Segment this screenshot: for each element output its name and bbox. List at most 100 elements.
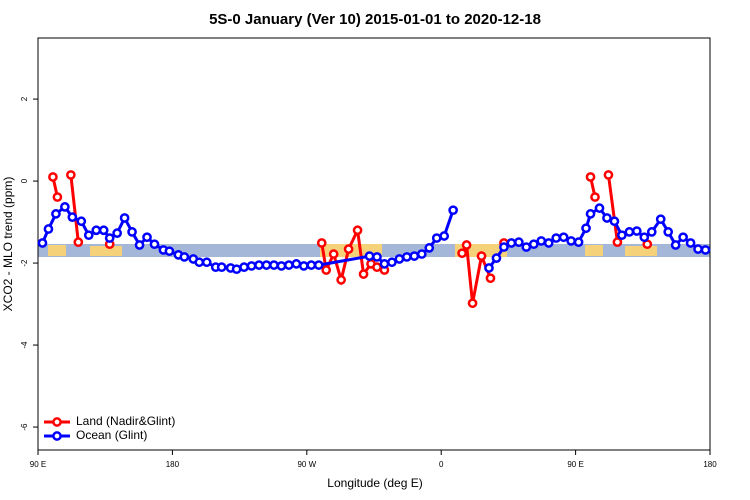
point (269, 260, 279, 270)
x-tick-label: 180 (703, 460, 717, 469)
point (284, 260, 294, 270)
point (379, 259, 390, 269)
point (491, 253, 502, 263)
point (298, 261, 309, 271)
y-tick-label: -2 (20, 259, 29, 267)
point (43, 224, 54, 234)
x-axis-title: Longitude (deg E) (327, 476, 422, 490)
point (639, 232, 650, 243)
point (254, 260, 264, 270)
point (528, 239, 539, 250)
point (261, 260, 272, 270)
y-axis-title: XCO2 - MLO trend (ppm) (1, 177, 15, 312)
point (164, 246, 175, 257)
point (343, 244, 354, 254)
point (127, 227, 137, 237)
point (51, 209, 61, 219)
point (612, 237, 623, 248)
legend-marker (52, 417, 62, 427)
point (617, 230, 627, 241)
point (590, 192, 600, 202)
point (216, 262, 227, 273)
point (663, 227, 674, 237)
x-tick-label: 180 (166, 460, 180, 469)
point (646, 227, 657, 237)
point (134, 240, 145, 250)
point (201, 257, 212, 268)
point (409, 251, 420, 261)
point (585, 172, 596, 182)
point (52, 192, 63, 202)
legend-marker (52, 431, 62, 441)
x-tick-label: 90 E (567, 460, 583, 469)
point (603, 170, 614, 180)
point (448, 205, 458, 216)
point (602, 213, 612, 223)
y-tick-label: 0 (20, 178, 29, 183)
point (416, 249, 427, 259)
point (536, 236, 547, 246)
point (60, 202, 70, 212)
point (179, 252, 190, 262)
legend-label: Land (Nadir&Glint) (76, 414, 175, 428)
point (112, 228, 122, 238)
point (37, 238, 48, 248)
point (316, 238, 327, 248)
point (372, 262, 382, 273)
point (467, 298, 478, 309)
y-tick-label: -4 (20, 341, 29, 349)
point (98, 225, 109, 236)
point (439, 231, 450, 241)
point (394, 254, 405, 264)
land-patch (585, 245, 603, 256)
point (581, 223, 591, 234)
point (655, 214, 666, 225)
point (313, 260, 324, 270)
point (693, 244, 703, 254)
point (543, 238, 554, 248)
land-patch (90, 246, 122, 256)
point (514, 237, 524, 248)
point (239, 262, 249, 273)
y-tick-label: 2 (20, 96, 29, 101)
point (246, 261, 257, 271)
point (358, 269, 369, 279)
point (48, 172, 58, 182)
y-tick-label: -6 (20, 423, 29, 431)
point (424, 243, 435, 253)
legend-label: Ocean (Glint) (76, 428, 147, 442)
point (594, 203, 605, 213)
point (83, 230, 94, 241)
point (609, 216, 620, 227)
point (104, 233, 115, 243)
point (476, 251, 487, 261)
point (364, 251, 375, 261)
point (76, 216, 87, 227)
point (551, 233, 562, 243)
point (352, 225, 363, 236)
point (585, 209, 596, 219)
point (67, 212, 78, 222)
point (678, 232, 688, 243)
point (321, 265, 332, 275)
point (291, 259, 302, 269)
x-tick-label: 0 (439, 460, 444, 469)
point (387, 257, 397, 268)
point (506, 238, 517, 248)
point (558, 232, 569, 243)
point (499, 242, 509, 252)
point (142, 232, 152, 243)
point (624, 227, 635, 237)
point (73, 237, 84, 248)
land-patch (48, 245, 66, 256)
x-tick-label: 90 E (30, 460, 46, 469)
point (700, 245, 711, 255)
point (631, 226, 642, 236)
point (66, 170, 76, 180)
point (306, 260, 317, 270)
point (685, 238, 696, 248)
point (149, 239, 160, 250)
point (194, 257, 205, 268)
point (276, 261, 287, 271)
